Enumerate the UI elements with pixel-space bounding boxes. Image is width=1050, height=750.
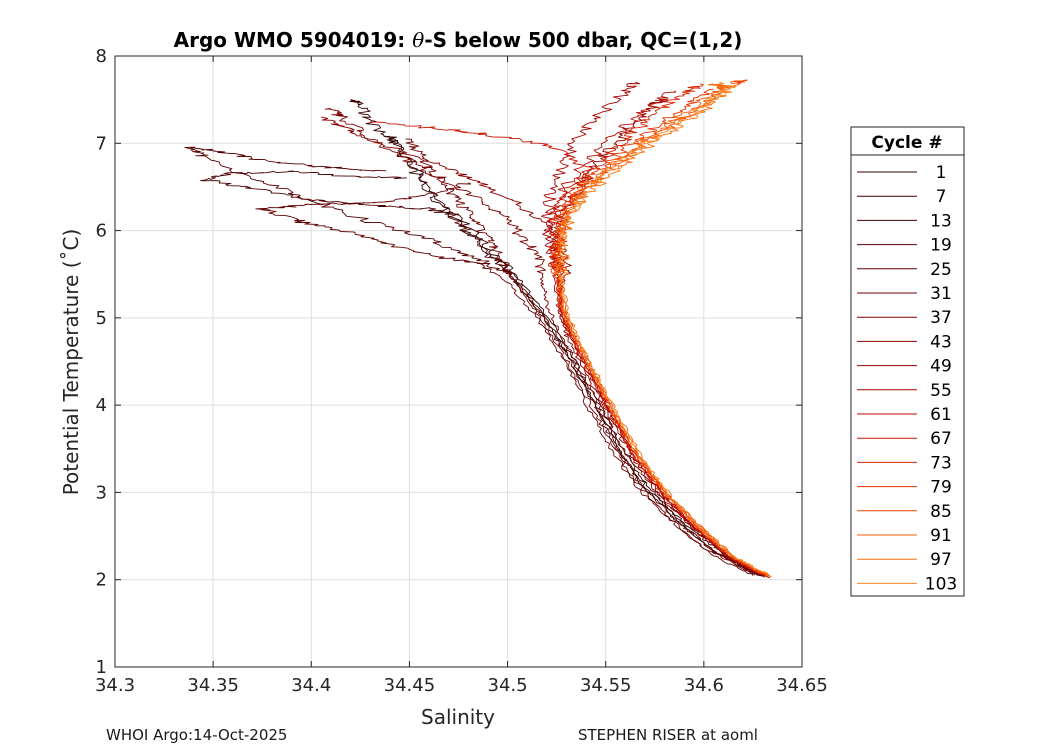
axis-ticks (114, 55, 803, 668)
series-line-cycle-13 (200, 170, 762, 577)
x-tick-label: 34.5 (488, 675, 528, 696)
y-axis-label: Potential Temperature (˚C) (59, 229, 83, 496)
x-axis-label: Salinity (421, 705, 495, 729)
x-tick-label: 34.4 (291, 675, 331, 696)
legend-title: Cycle # (871, 133, 942, 153)
y-tick-label: 1 (96, 657, 107, 678)
legend-label: 37 (930, 308, 952, 328)
y-tick-labels: 1 2 3 4 5 6 7 8 (96, 46, 107, 678)
y-tick-label: 2 (96, 570, 107, 591)
series-line-cycle-31 (405, 138, 753, 575)
y-tick-label: 7 (96, 133, 107, 154)
legend-label: 13 (930, 211, 952, 231)
y-tick-label: 8 (96, 46, 107, 67)
chart-title: Argo WMO 5904019: θ-S below 500 dbar, QC… (174, 28, 743, 52)
legend: Cycle # 1 7 13 19 25 31 37 43 49 55 61 67 73 79 85 91 97… (850, 126, 965, 597)
footer-date: WHOI Argo:14-Oct-2025 (106, 726, 288, 744)
y-tick-label: 6 (96, 221, 107, 242)
legend-label: 43 (930, 332, 952, 352)
legend-label: 103 (925, 574, 957, 594)
legend-label: 85 (930, 502, 952, 522)
plot-area (115, 56, 802, 667)
x-tick-label: 34.35 (187, 675, 239, 696)
legend-label: 25 (930, 260, 952, 280)
title-suffix: -S below 500 dbar, QC=(1,2) (424, 28, 742, 52)
x-tick-label: 34.55 (580, 675, 632, 696)
x-tick-labels: 34.3 34.35 34.4 34.45 34.5 34.55 34.6 34.65 (95, 675, 828, 696)
title-theta: θ (412, 28, 424, 52)
y-tick-label: 3 (96, 482, 107, 503)
legend-label: 61 (930, 405, 952, 425)
x-tick-label: 34.45 (384, 675, 436, 696)
series-line-cycle-19 (184, 146, 756, 576)
legend-label: 73 (930, 453, 952, 473)
x-tick-label: 34.3 (95, 675, 135, 696)
legend-label: 91 (930, 526, 952, 546)
y-tick-label: 4 (96, 395, 107, 416)
legend-label: 55 (930, 381, 952, 401)
legend-label: 49 (930, 357, 952, 377)
legend-entries: 1 7 13 19 25 31 37 43 49 55 61 67 73 79 85 91 97 103 (857, 163, 957, 594)
legend-label: 7 (936, 187, 947, 207)
legend-label: 67 (930, 429, 952, 449)
series-line-cycle-25 (255, 182, 754, 576)
footer-author: STEPHEN RISER at aoml (578, 726, 758, 744)
series-line-cycle-103 (554, 85, 770, 577)
title-prefix: Argo WMO 5904019: (174, 28, 413, 52)
legend-box (850, 126, 965, 597)
legend-label: 97 (930, 550, 952, 570)
legend-label: 1 (936, 163, 947, 183)
series-line-cycle-91 (552, 83, 768, 577)
x-tick-label: 34.6 (684, 675, 724, 696)
y-tick-label: 5 (96, 308, 107, 329)
x-tick-label: 34.65 (776, 675, 828, 696)
legend-label: 79 (930, 478, 952, 498)
series-line-cycle-67 (370, 121, 769, 578)
series-line-cycle-97 (555, 81, 772, 578)
data-series (184, 79, 772, 579)
legend-label: 19 (930, 236, 952, 256)
plot-frame (114, 55, 803, 668)
legend-label: 31 (930, 284, 952, 304)
